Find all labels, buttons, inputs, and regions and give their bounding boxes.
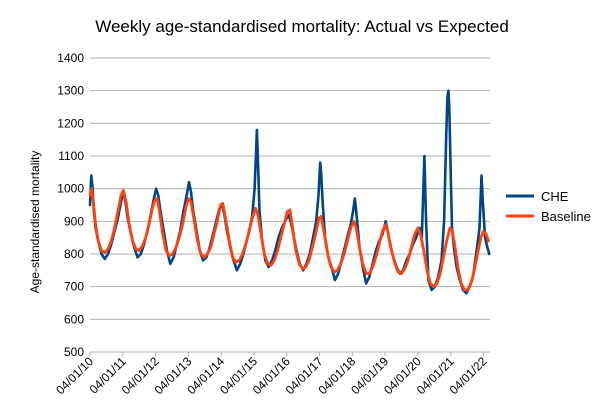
y-tick-label: 800 (64, 247, 84, 261)
y-tick-label: 1000 (57, 182, 84, 196)
legend-label-baseline: Baseline (541, 209, 591, 224)
series-lines (88, 89, 491, 295)
y-tick-label: 1400 (57, 51, 84, 65)
y-tick-label: 1300 (57, 84, 84, 98)
y-tick-label: 500 (64, 345, 84, 359)
y-axis-title: Age-standardised mortality (28, 151, 42, 294)
chart-title: Weekly age-standardised mortality: Actua… (95, 17, 509, 36)
y-tick-label: 600 (64, 312, 84, 326)
legend-label-che: CHE (541, 189, 569, 204)
y-tick-label: 700 (64, 280, 84, 294)
y-axis-ticks: 500 600 700 800 900 1000 1100 1200 1300 1400 (57, 51, 84, 359)
series-line-baseline (88, 187, 490, 292)
y-tick-label: 900 (64, 214, 84, 228)
y-tick-label: 1100 (58, 149, 84, 163)
legend: CHE Baseline (506, 189, 591, 224)
y-tick-label: 1200 (57, 116, 84, 130)
